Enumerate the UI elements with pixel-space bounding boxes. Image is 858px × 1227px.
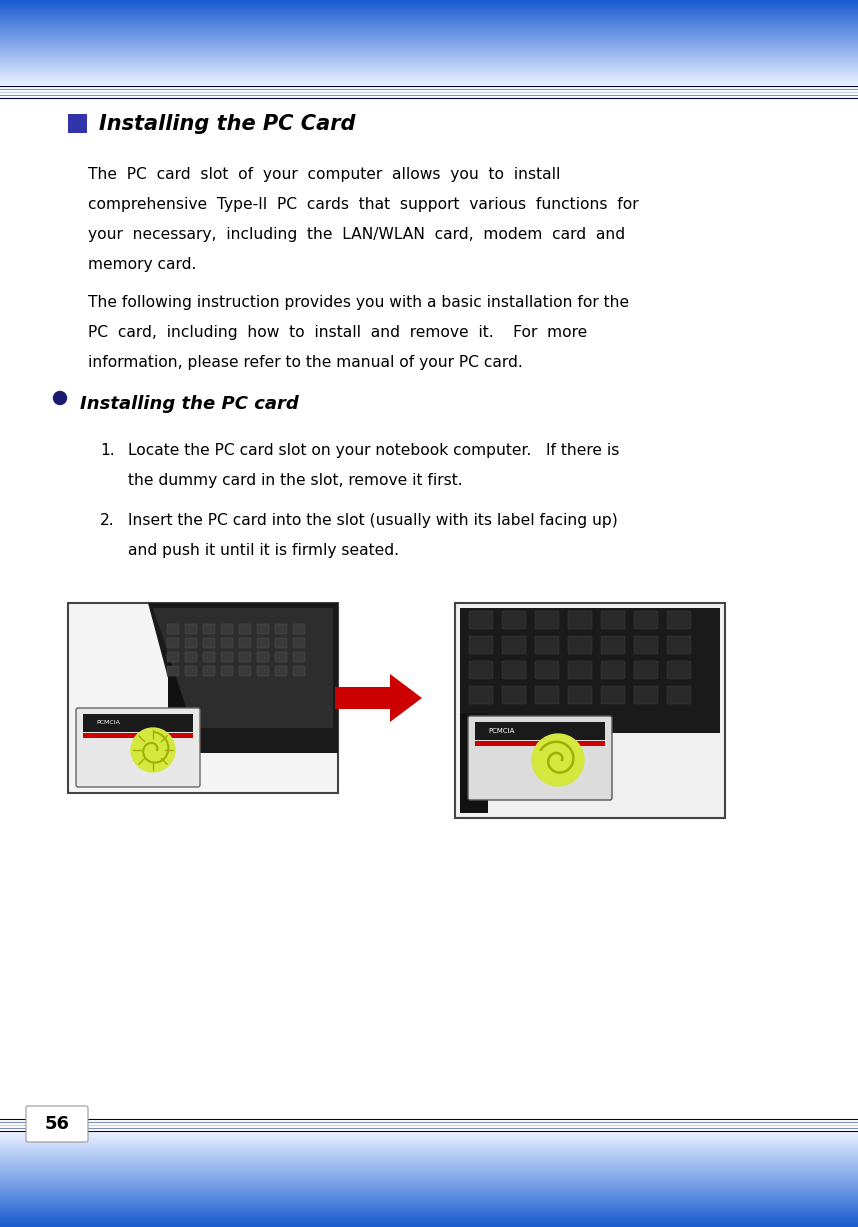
FancyBboxPatch shape: [275, 666, 287, 676]
Text: PCMCIA: PCMCIA: [488, 728, 515, 734]
FancyBboxPatch shape: [535, 686, 559, 704]
FancyBboxPatch shape: [535, 661, 559, 679]
FancyBboxPatch shape: [257, 625, 269, 634]
FancyBboxPatch shape: [239, 625, 251, 634]
FancyBboxPatch shape: [469, 611, 493, 629]
FancyBboxPatch shape: [275, 625, 287, 634]
FancyBboxPatch shape: [185, 652, 197, 663]
Text: The  PC  card  slot  of  your  computer  allows  you  to  install: The PC card slot of your computer allows…: [88, 167, 560, 182]
FancyBboxPatch shape: [502, 661, 526, 679]
FancyBboxPatch shape: [468, 717, 612, 800]
Polygon shape: [390, 674, 422, 721]
Text: Installing the PC Card: Installing the PC Card: [99, 114, 355, 134]
FancyBboxPatch shape: [667, 661, 691, 679]
Text: 56: 56: [45, 1115, 69, 1133]
FancyBboxPatch shape: [502, 686, 526, 704]
FancyBboxPatch shape: [221, 652, 233, 663]
FancyBboxPatch shape: [568, 686, 592, 704]
FancyBboxPatch shape: [293, 625, 305, 634]
Text: your  necessary,  including  the  LAN/WLAN  card,  modem  card  and: your necessary, including the LAN/WLAN c…: [88, 227, 625, 242]
FancyBboxPatch shape: [535, 636, 559, 654]
FancyBboxPatch shape: [185, 638, 197, 648]
FancyBboxPatch shape: [68, 602, 338, 793]
Text: Installing the PC card: Installing the PC card: [80, 395, 299, 413]
FancyBboxPatch shape: [203, 638, 215, 648]
FancyBboxPatch shape: [239, 666, 251, 676]
Circle shape: [131, 728, 175, 772]
FancyBboxPatch shape: [221, 666, 233, 676]
Polygon shape: [153, 609, 333, 728]
FancyBboxPatch shape: [26, 1106, 88, 1142]
Text: and push it until it is firmly seated.: and push it until it is firmly seated.: [128, 544, 399, 558]
FancyBboxPatch shape: [601, 636, 625, 654]
FancyBboxPatch shape: [667, 636, 691, 654]
FancyBboxPatch shape: [469, 661, 493, 679]
Circle shape: [532, 734, 584, 787]
FancyBboxPatch shape: [293, 666, 305, 676]
FancyBboxPatch shape: [601, 611, 625, 629]
FancyBboxPatch shape: [667, 611, 691, 629]
FancyBboxPatch shape: [502, 636, 526, 654]
FancyBboxPatch shape: [203, 666, 215, 676]
FancyBboxPatch shape: [634, 686, 658, 704]
Text: 1.: 1.: [100, 443, 115, 458]
FancyBboxPatch shape: [475, 721, 605, 740]
FancyBboxPatch shape: [568, 661, 592, 679]
Text: PC  card,  including  how  to  install  and  remove  it.    For  more: PC card, including how to install and re…: [88, 325, 587, 340]
FancyBboxPatch shape: [634, 611, 658, 629]
FancyBboxPatch shape: [475, 741, 605, 746]
FancyBboxPatch shape: [185, 625, 197, 634]
FancyBboxPatch shape: [257, 652, 269, 663]
FancyBboxPatch shape: [167, 666, 179, 676]
FancyBboxPatch shape: [469, 636, 493, 654]
Text: Locate the PC card slot on your notebook computer.   If there is: Locate the PC card slot on your notebook…: [128, 443, 619, 458]
FancyBboxPatch shape: [535, 611, 559, 629]
FancyBboxPatch shape: [185, 666, 197, 676]
FancyBboxPatch shape: [83, 733, 193, 737]
Text: Insert the PC card into the slot (usually with its label facing up): Insert the PC card into the slot (usuall…: [128, 513, 618, 528]
Text: memory card.: memory card.: [88, 256, 196, 272]
Text: the dummy card in the slot, remove it first.: the dummy card in the slot, remove it fi…: [128, 472, 462, 488]
FancyBboxPatch shape: [239, 652, 251, 663]
FancyBboxPatch shape: [568, 636, 592, 654]
FancyBboxPatch shape: [167, 652, 179, 663]
FancyBboxPatch shape: [601, 686, 625, 704]
FancyBboxPatch shape: [601, 661, 625, 679]
FancyBboxPatch shape: [634, 661, 658, 679]
FancyBboxPatch shape: [221, 625, 233, 634]
FancyBboxPatch shape: [293, 652, 305, 663]
FancyBboxPatch shape: [293, 638, 305, 648]
FancyBboxPatch shape: [275, 638, 287, 648]
FancyBboxPatch shape: [568, 611, 592, 629]
FancyBboxPatch shape: [502, 611, 526, 629]
FancyBboxPatch shape: [460, 609, 720, 733]
Circle shape: [53, 391, 67, 405]
Text: 2.: 2.: [100, 513, 115, 528]
FancyBboxPatch shape: [203, 625, 215, 634]
FancyBboxPatch shape: [257, 638, 269, 648]
FancyBboxPatch shape: [167, 638, 179, 648]
Text: comprehensive  Type-II  PC  cards  that  support  various  functions  for: comprehensive Type-II PC cards that supp…: [88, 198, 638, 212]
FancyBboxPatch shape: [221, 638, 233, 648]
FancyBboxPatch shape: [203, 652, 215, 663]
FancyBboxPatch shape: [83, 714, 193, 733]
FancyBboxPatch shape: [469, 686, 493, 704]
Polygon shape: [148, 602, 338, 753]
Text: information, please refer to the manual of your PC card.: information, please refer to the manual …: [88, 355, 523, 371]
FancyBboxPatch shape: [76, 708, 200, 787]
FancyBboxPatch shape: [239, 638, 251, 648]
FancyBboxPatch shape: [667, 686, 691, 704]
Text: PCMCIA: PCMCIA: [96, 720, 120, 725]
FancyBboxPatch shape: [634, 636, 658, 654]
FancyBboxPatch shape: [68, 114, 87, 133]
FancyBboxPatch shape: [275, 652, 287, 663]
FancyBboxPatch shape: [167, 625, 179, 634]
FancyBboxPatch shape: [257, 666, 269, 676]
FancyBboxPatch shape: [335, 687, 390, 709]
FancyBboxPatch shape: [455, 602, 725, 818]
FancyBboxPatch shape: [168, 609, 193, 783]
Text: The following instruction provides you with a basic installation for the: The following instruction provides you w…: [88, 294, 629, 310]
FancyBboxPatch shape: [460, 713, 488, 814]
